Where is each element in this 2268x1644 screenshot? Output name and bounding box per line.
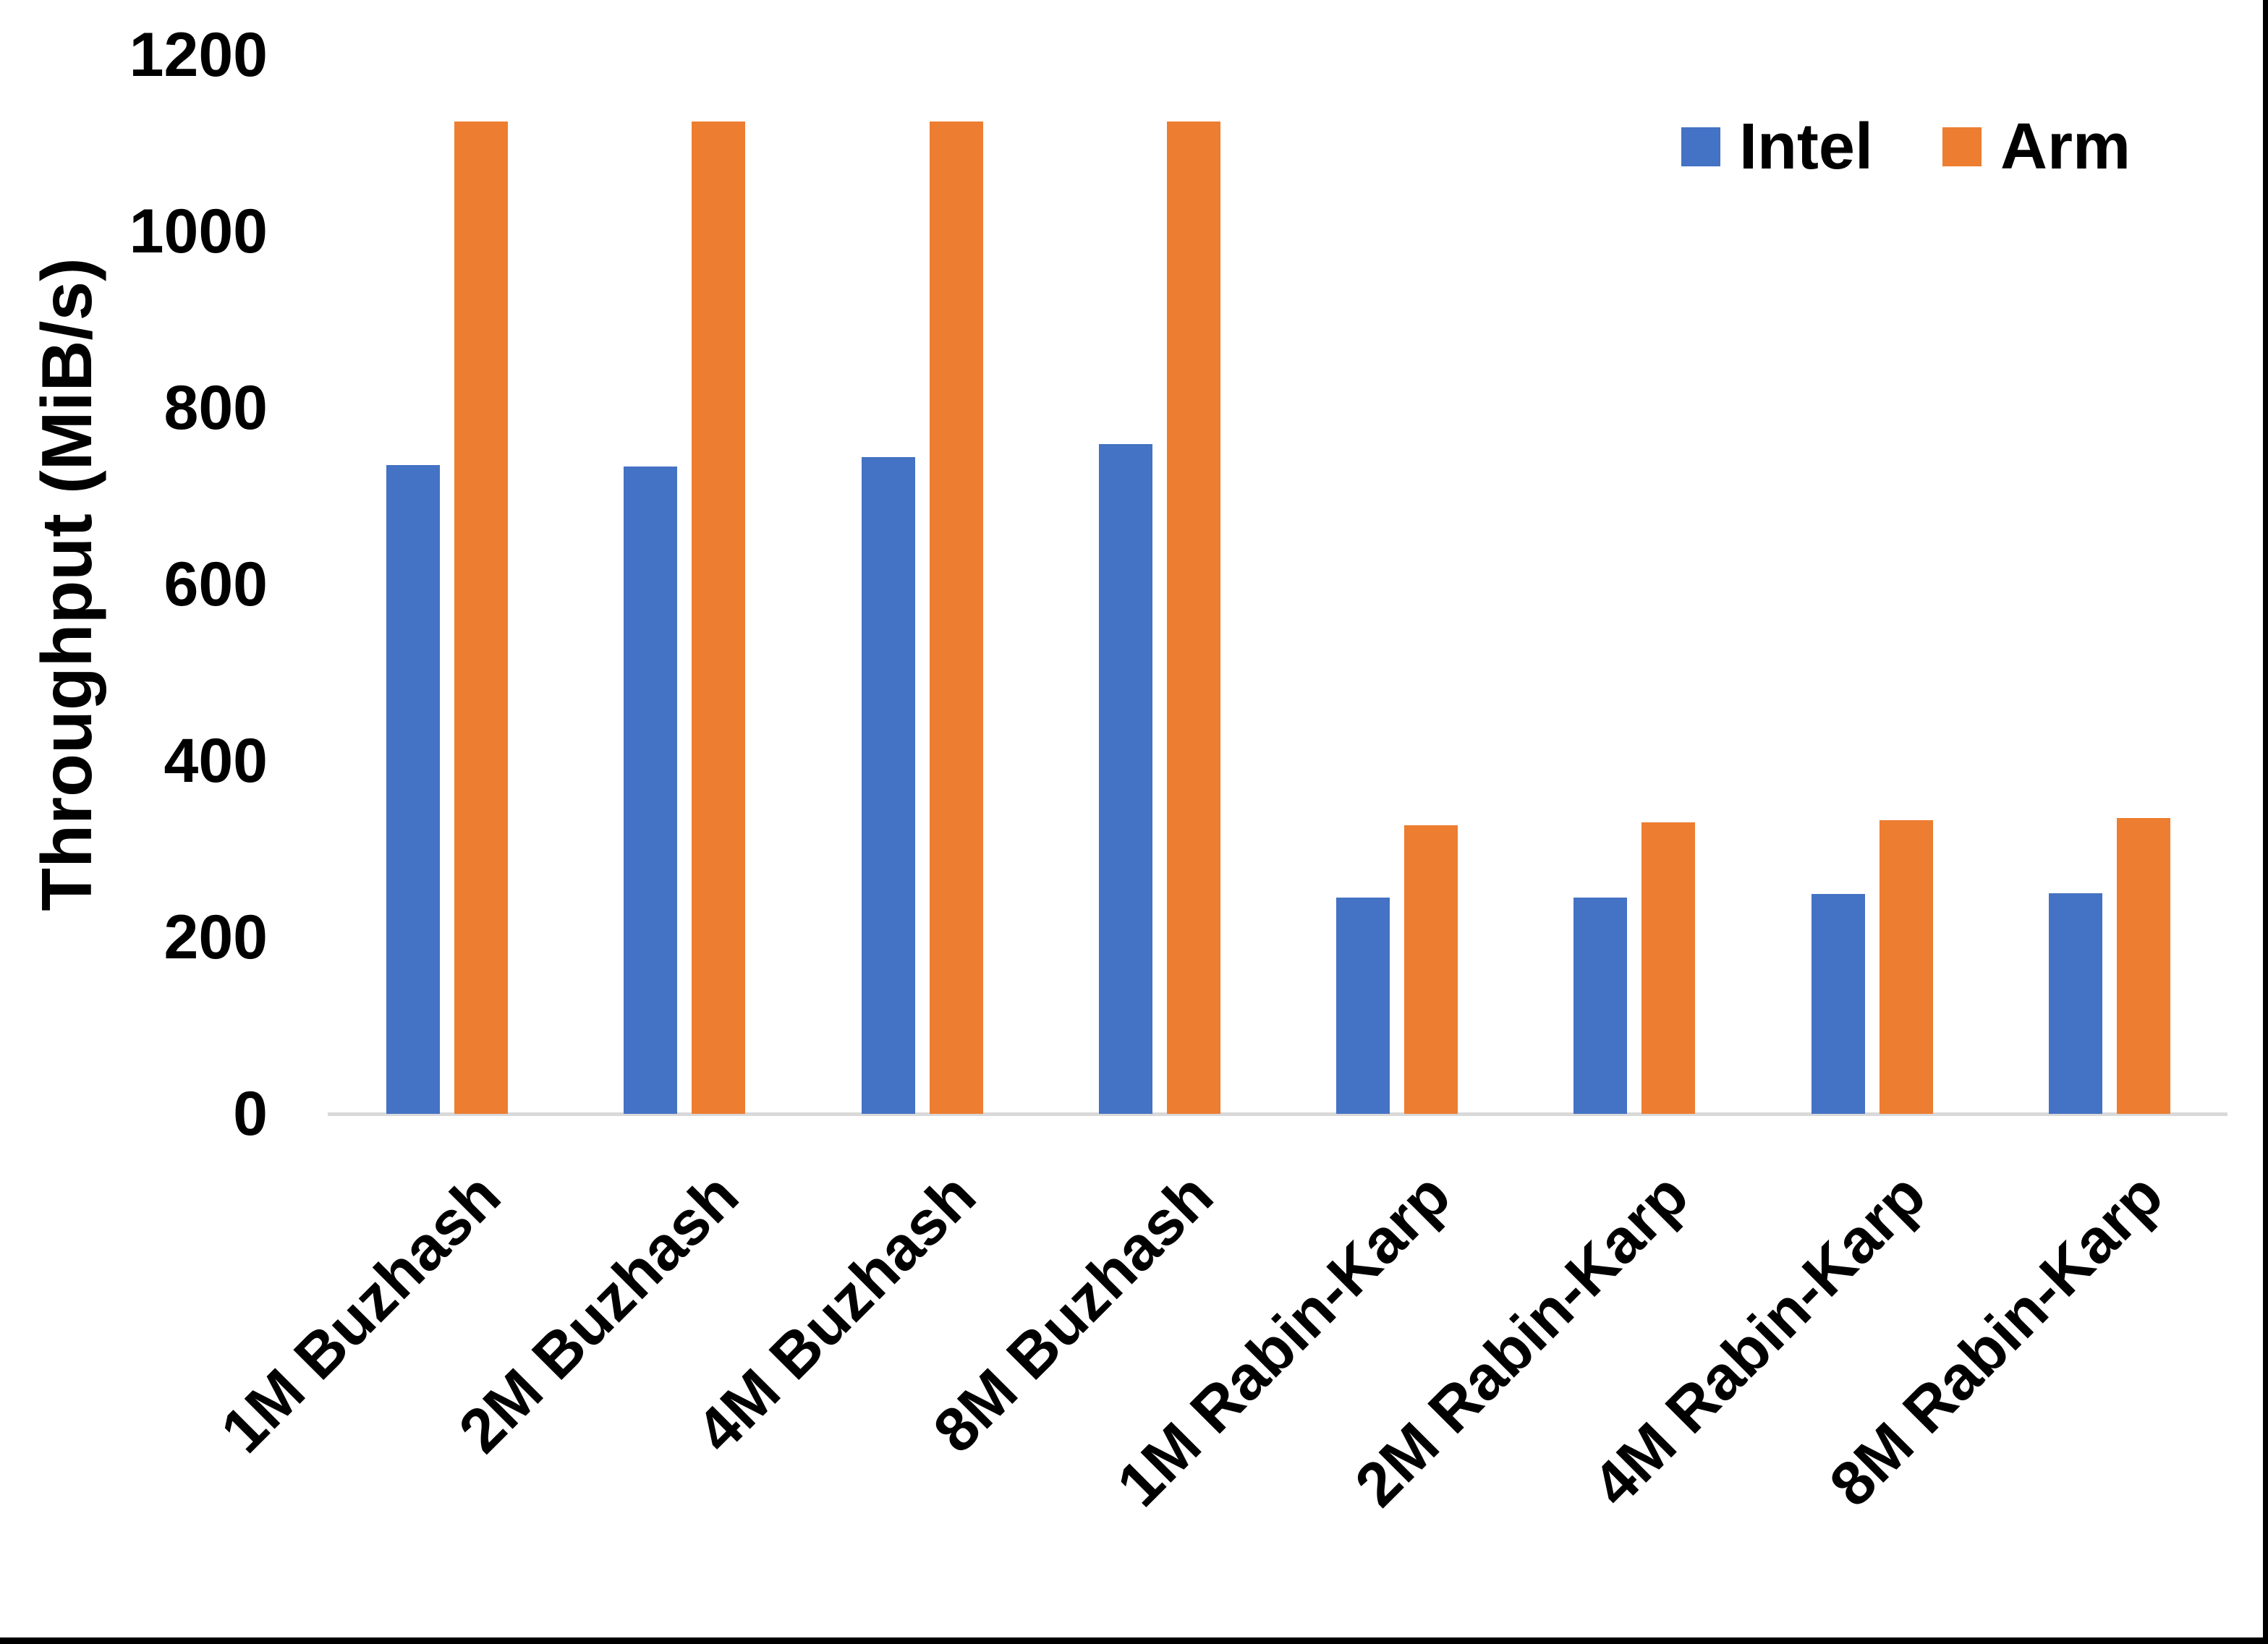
legend: Intel Arm <box>1681 114 2131 179</box>
y-tick-label-200: 200 <box>163 903 268 972</box>
bar-intel-1m-rabin-karp <box>1336 898 1390 1114</box>
bar-intel-4m-buzhash <box>861 457 915 1114</box>
y-tick-label-1200: 1200 <box>129 20 268 90</box>
y-tick-label-0: 0 <box>233 1079 268 1149</box>
screenshot-edge-border-right <box>2263 0 2268 1644</box>
bar-arm-2m-rabin-karp <box>1641 822 1696 1114</box>
legend-item-arm: Arm <box>1942 114 2131 179</box>
y-tick-label-400: 400 <box>163 726 268 796</box>
bar-arm-2m-buzhash <box>692 121 746 1114</box>
legend-swatch-intel <box>1681 127 1720 166</box>
bar-intel-8m-buzhash <box>1098 444 1152 1114</box>
bar-intel-4m-rabin-karp <box>1811 894 1865 1114</box>
legend-swatch-arm <box>1942 127 1982 166</box>
legend-label-arm: Arm <box>2000 111 2131 183</box>
legend-label-intel: Intel <box>1738 111 1873 183</box>
bar-arm-8m-buzhash <box>1166 121 1220 1114</box>
y-tick-label-600: 600 <box>163 550 268 619</box>
bar-intel-2m-buzhash <box>624 466 678 1114</box>
bar-arm-1m-buzhash <box>454 121 508 1114</box>
screenshot-edge-border-bottom <box>0 1637 2268 1644</box>
legend-item-intel: Intel <box>1681 114 1873 179</box>
bar-intel-8m-rabin-karp <box>2049 893 2102 1114</box>
bar-intel-1m-buzhash <box>386 465 440 1114</box>
bar-intel-2m-rabin-karp <box>1573 898 1628 1114</box>
y-axis-title: Throughput (MiB/s) <box>27 257 106 911</box>
y-tick-label-800: 800 <box>163 373 268 443</box>
x-axis-line <box>328 1112 2227 1116</box>
bar-arm-4m-rabin-karp <box>1879 819 1933 1114</box>
bar-arm-1m-rabin-karp <box>1404 825 1458 1114</box>
bar-arm-4m-buzhash <box>929 121 983 1114</box>
bar-arm-8m-rabin-karp <box>2117 818 2170 1114</box>
y-tick-label-1000: 1000 <box>129 197 268 266</box>
